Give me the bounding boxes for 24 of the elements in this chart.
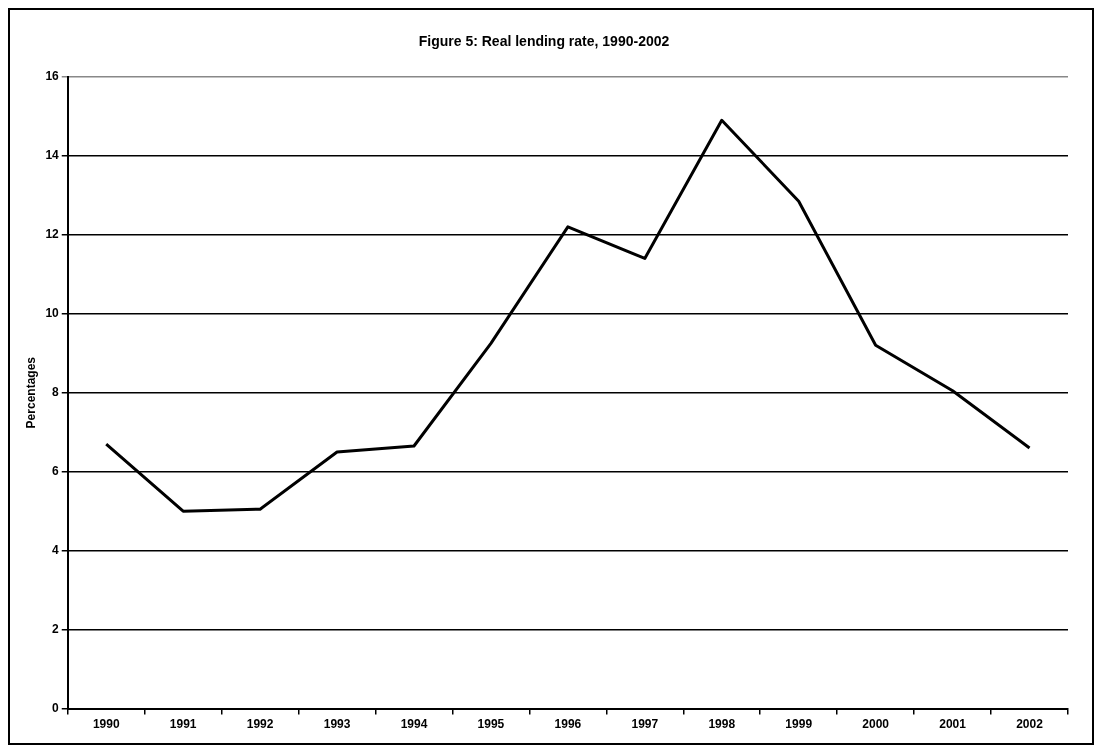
x-tick-label: 1990 <box>92 717 120 732</box>
x-tick-label: 2000 <box>862 717 890 732</box>
x-tick-label: 1992 <box>246 717 274 732</box>
y-tick-label: 4 <box>52 542 60 557</box>
x-tick-label: 2001 <box>939 717 967 732</box>
y-tick-label: 8 <box>52 385 60 400</box>
x-tick-label: 1998 <box>708 717 736 732</box>
chart-title: Figure 5: Real lending rate, 1990-2002 <box>418 33 670 50</box>
y-tick-label: 16 <box>45 69 60 84</box>
x-tick-label: 1997 <box>631 717 659 732</box>
x-tick-label: 1994 <box>400 717 428 732</box>
y-tick-label: 0 <box>52 700 60 715</box>
x-tick-label: 1993 <box>323 717 351 732</box>
x-tick-label: 2002 <box>1016 717 1044 732</box>
y-tick-label: 12 <box>45 227 60 242</box>
x-tick-label: 1991 <box>169 717 197 732</box>
x-tick-label: 1995 <box>477 717 505 732</box>
y-axis-title: Percentages <box>23 356 38 429</box>
y-tick-label: 6 <box>52 463 60 478</box>
y-tick-label: 2 <box>52 621 60 636</box>
y-tick-label: 14 <box>45 148 60 163</box>
y-tick-label: 10 <box>45 306 60 321</box>
x-tick-label: 1996 <box>554 717 582 732</box>
x-tick-label: 1999 <box>785 717 813 732</box>
